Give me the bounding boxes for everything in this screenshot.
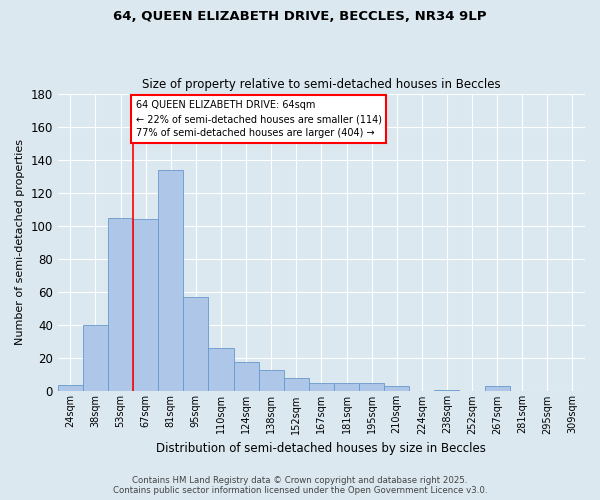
Bar — [184, 297, 208, 392]
Y-axis label: Number of semi-detached properties: Number of semi-detached properties — [15, 140, 25, 346]
X-axis label: Distribution of semi-detached houses by size in Beccles: Distribution of semi-detached houses by … — [157, 442, 487, 455]
Bar — [334, 383, 359, 392]
Bar — [133, 220, 158, 392]
Bar — [384, 386, 409, 392]
Bar — [284, 378, 309, 392]
Bar — [309, 383, 334, 392]
Bar — [259, 370, 284, 392]
Bar — [58, 385, 83, 392]
Text: 64 QUEEN ELIZABETH DRIVE: 64sqm
← 22% of semi-detached houses are smaller (114)
: 64 QUEEN ELIZABETH DRIVE: 64sqm ← 22% of… — [136, 100, 382, 138]
Text: 64, QUEEN ELIZABETH DRIVE, BECCLES, NR34 9LP: 64, QUEEN ELIZABETH DRIVE, BECCLES, NR34… — [113, 10, 487, 23]
Bar — [208, 348, 233, 392]
Bar — [359, 383, 384, 392]
Bar — [434, 390, 460, 392]
Bar — [108, 218, 133, 392]
Bar — [158, 170, 184, 392]
Title: Size of property relative to semi-detached houses in Beccles: Size of property relative to semi-detach… — [142, 78, 501, 91]
Text: Contains HM Land Registry data © Crown copyright and database right 2025.
Contai: Contains HM Land Registry data © Crown c… — [113, 476, 487, 495]
Bar — [83, 325, 108, 392]
Bar — [485, 386, 509, 392]
Bar — [233, 362, 259, 392]
